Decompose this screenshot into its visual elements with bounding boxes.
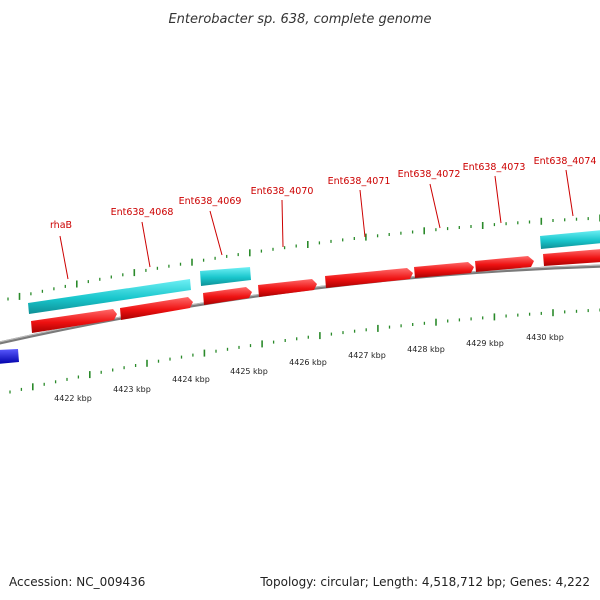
gene-4074 bbox=[540, 230, 600, 249]
leader-4070 bbox=[281, 199, 284, 248]
scale-label: 4427 kbp bbox=[348, 351, 386, 360]
gene-label: Ent638_4070 bbox=[251, 186, 314, 197]
scale-label: 4422 kbp bbox=[54, 394, 92, 403]
cds-4069 bbox=[203, 287, 252, 305]
leader-4074 bbox=[565, 169, 574, 217]
cds-rhaB bbox=[31, 309, 117, 333]
accession-text: Accession: NC_009436 bbox=[9, 575, 145, 589]
leader-4068 bbox=[141, 221, 151, 268]
cds-track bbox=[31, 249, 600, 333]
cds-4072 bbox=[414, 262, 474, 278]
gene-label: Ent638_4072 bbox=[398, 169, 461, 180]
genome-backbone bbox=[0, 264, 600, 345]
leader-4069 bbox=[209, 210, 223, 256]
gene-track bbox=[28, 230, 600, 314]
cds-4073 bbox=[475, 256, 534, 272]
scale-labels: 4422 kbp 4423 kbp 4424 kbp 4425 kbp 4426… bbox=[54, 333, 564, 403]
gene-rhaB-4068 bbox=[28, 279, 191, 314]
gene-4069 bbox=[200, 267, 251, 286]
gene-label-leaders bbox=[59, 169, 574, 280]
gene-label: Ent638_4069 bbox=[179, 196, 242, 207]
cds-4068 bbox=[120, 297, 193, 320]
gene-label: rhaB bbox=[50, 220, 72, 231]
scale-label: 4428 kbp bbox=[407, 345, 445, 354]
scale-label: 4424 kbp bbox=[172, 375, 210, 384]
gene-label: Ent638_4073 bbox=[463, 162, 526, 173]
gene-label: Ent638_4068 bbox=[111, 207, 174, 218]
tick-row-upper bbox=[7, 214, 600, 301]
feature-blue bbox=[0, 349, 19, 364]
gene-label: Ent638_4071 bbox=[328, 176, 391, 187]
cds-4074 bbox=[543, 249, 600, 266]
scale-label: 4423 kbp bbox=[113, 385, 151, 394]
leader-rhaB bbox=[59, 235, 69, 280]
genome-summary-text: Topology: circular; Length: 4,518,712 bp… bbox=[259, 575, 590, 589]
leader-4071 bbox=[359, 189, 366, 238]
gene-label: Ent638_4074 bbox=[534, 156, 597, 167]
scale-label: 4430 kbp bbox=[526, 333, 564, 342]
cds-4071 bbox=[325, 268, 413, 288]
tick-row-lower bbox=[9, 308, 600, 394]
cds-4070 bbox=[258, 279, 317, 297]
scale-label: 4426 kbp bbox=[289, 358, 327, 367]
scale-label: 4425 kbp bbox=[230, 367, 268, 376]
leader-4073 bbox=[494, 175, 502, 224]
scale-label: 4429 kbp bbox=[466, 339, 504, 348]
leader-4072 bbox=[429, 183, 441, 229]
map-title: Enterobacter sp. 638, complete genome bbox=[168, 12, 431, 27]
gene-labels: rhaB Ent638_4068 Ent638_4069 Ent638_4070… bbox=[50, 156, 596, 231]
